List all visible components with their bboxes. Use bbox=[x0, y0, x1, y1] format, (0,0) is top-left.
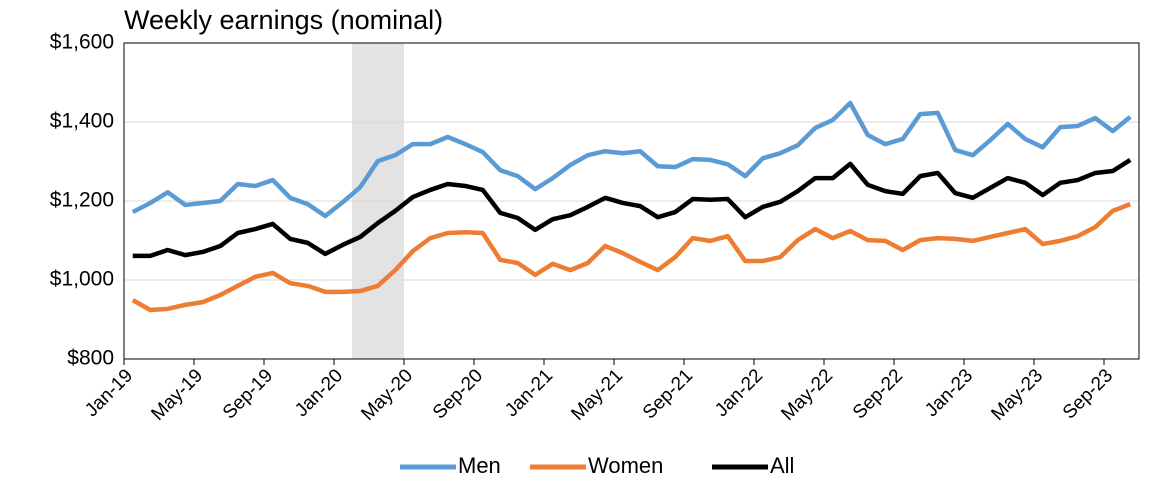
legend-label: Men bbox=[458, 453, 501, 478]
legend-label: Women bbox=[588, 453, 663, 478]
line-series bbox=[132, 158, 1132, 259]
y-tick-label: $800 bbox=[67, 347, 114, 370]
chart-title: Weekly earnings (nominal) bbox=[124, 5, 443, 35]
y-tick-label: $1,200 bbox=[50, 189, 114, 212]
y-tick-label: $1,600 bbox=[50, 31, 114, 54]
y-tick-label: $1,400 bbox=[50, 110, 114, 133]
legend-label: All bbox=[770, 453, 794, 478]
plot-frame bbox=[123, 42, 1140, 360]
y-tick-label: $1,000 bbox=[50, 268, 114, 291]
line-series bbox=[131, 202, 1132, 313]
line-series bbox=[131, 100, 1132, 219]
